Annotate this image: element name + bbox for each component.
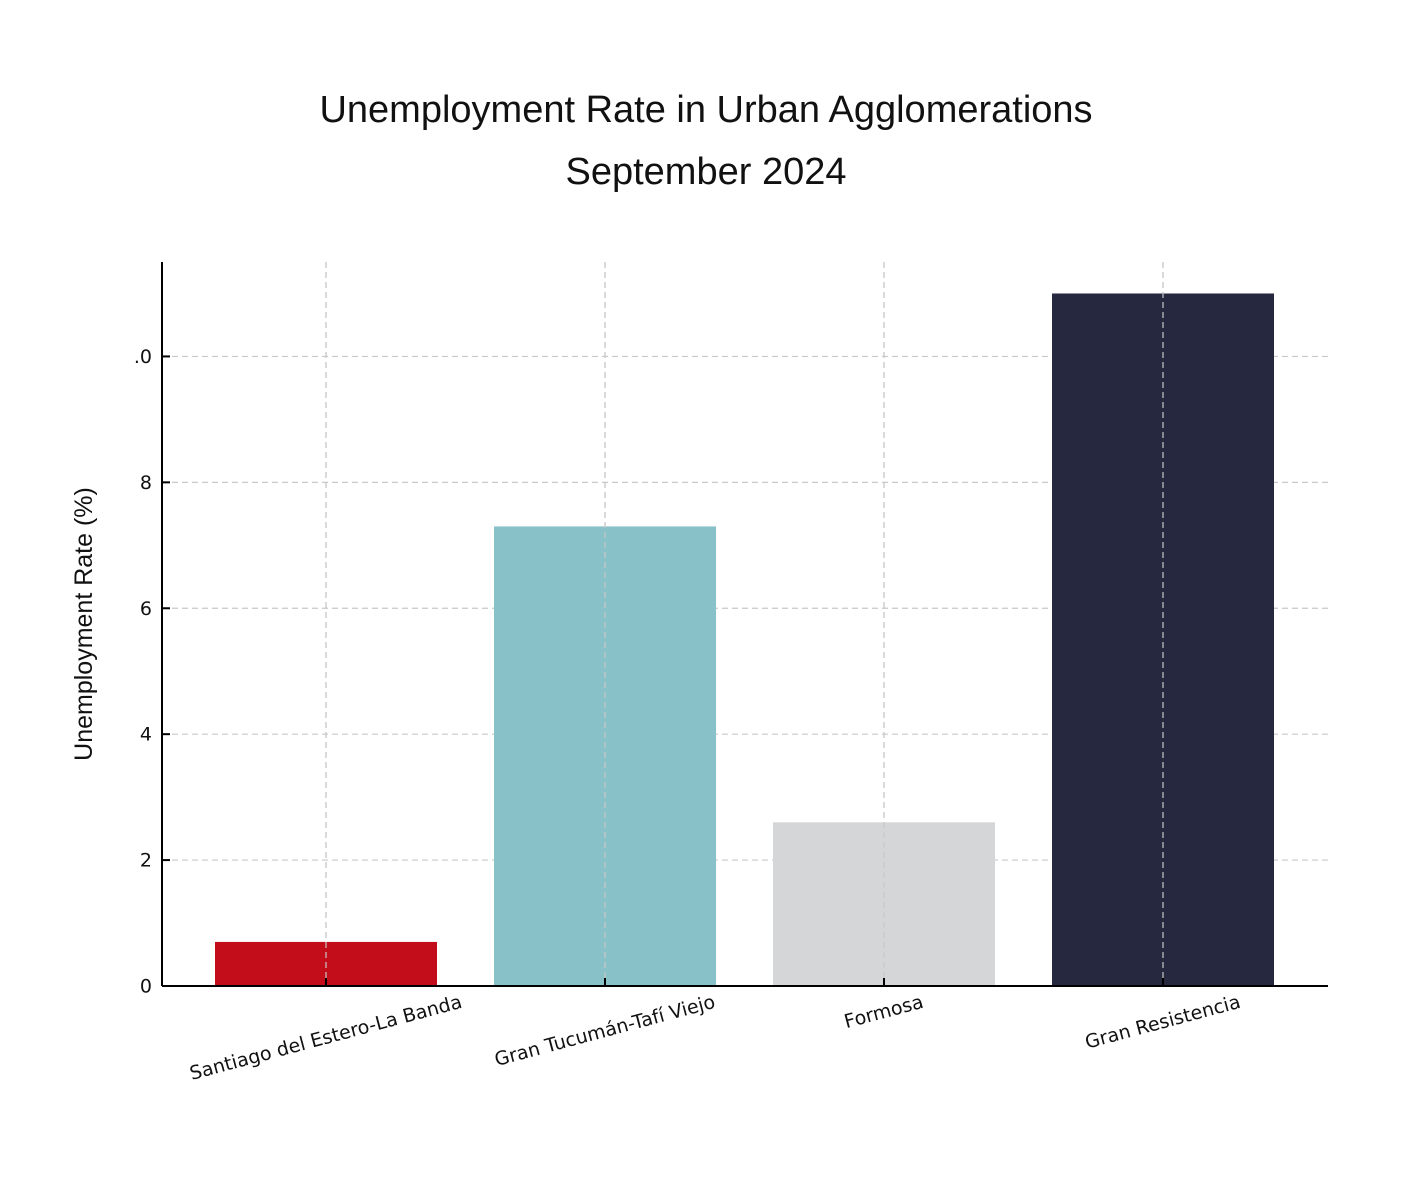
x-tick-label: Gran Tucumán-Tafí Viejo	[492, 991, 717, 1071]
y-tick-label: 6	[140, 598, 152, 620]
chart-subtitle: September 2024	[566, 151, 847, 193]
bar	[1052, 293, 1274, 986]
x-tick-label: Formosa	[842, 991, 926, 1033]
y-tick-label: 8	[140, 472, 152, 494]
y-tick-label: 4	[140, 724, 152, 746]
x-tick-label: Gran Resistencia	[1083, 991, 1243, 1054]
y-tick-label: 0	[140, 976, 152, 998]
x-tick-label: Santiago del Estero-La Banda	[187, 991, 464, 1085]
y-tick-label: 2	[140, 850, 152, 872]
y-axis-label: Unemployment Rate (%)	[70, 487, 98, 761]
chart-title: Unemployment Rate in Urban Agglomeration…	[319, 89, 1092, 131]
bars	[215, 293, 1274, 986]
y-tick-label: .0	[134, 346, 152, 368]
